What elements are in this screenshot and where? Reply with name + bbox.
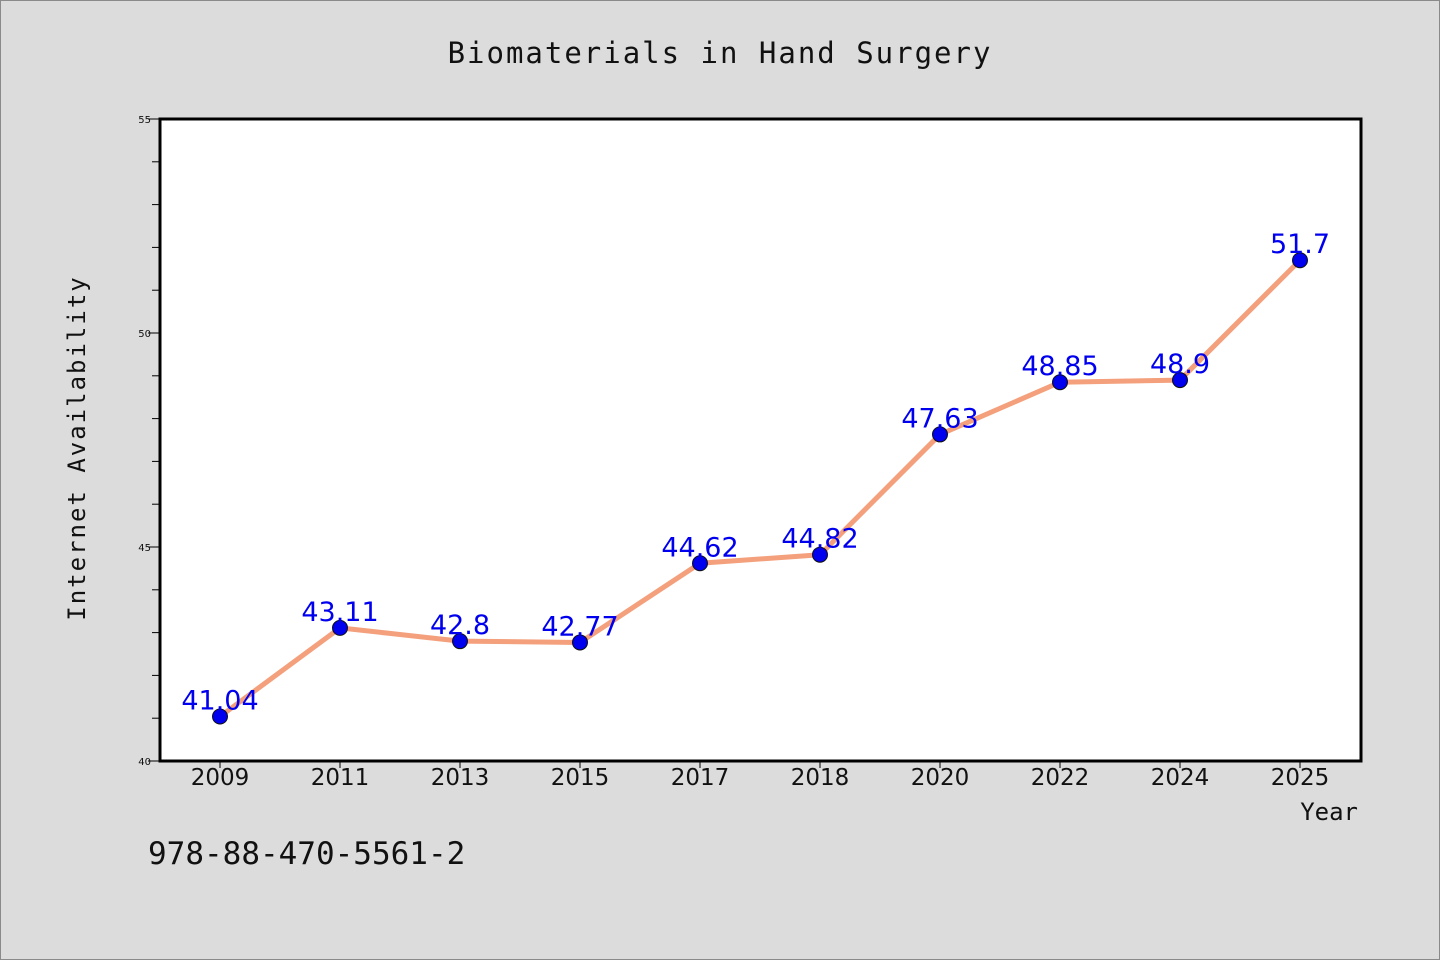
- data-point-marker: [932, 426, 948, 443]
- data-point-marker: [452, 633, 468, 650]
- y-tick-label: 50: [138, 329, 151, 340]
- data-point-marker: [1292, 252, 1308, 269]
- y-tick-label: 55: [138, 115, 151, 126]
- y-tick-label: 45: [138, 543, 151, 554]
- x-tick-label: 2024: [1151, 765, 1210, 791]
- x-tick-label: 2020: [911, 765, 970, 791]
- data-point-label: 42.77: [541, 611, 618, 642]
- data-point-label: 42.8: [430, 610, 490, 641]
- x-tick-label: 2015: [551, 765, 610, 791]
- series-line: [217, 257, 1303, 719]
- x-tick-label: 2025: [1271, 765, 1330, 791]
- data-point-marker: [1052, 374, 1068, 391]
- data-series: [212, 252, 1308, 725]
- data-labels: 41.04 43.11 42.8 42.77 44.62 44.82 47.63 48.85 4…: [181, 229, 1330, 716]
- y-axis-label: Internet Availability: [63, 275, 91, 620]
- chart-title: Biomaterials in Hand Surgery: [448, 36, 993, 70]
- data-point-label: 51.7: [1270, 229, 1330, 260]
- data-point-label: 48.9: [1150, 349, 1210, 380]
- x-tick-label: 2022: [1031, 765, 1090, 791]
- footer-id-text: 978-88-470-5561-2: [148, 836, 465, 872]
- data-point-label: 47.63: [901, 403, 978, 434]
- plot-area: [158, 117, 1363, 763]
- x-tick-label: 2009: [191, 765, 250, 791]
- x-axis: 2009 2011 2013 2015 2017 2018 2020 2022 2024 2025: [191, 761, 1330, 791]
- x-tick-label: 2011: [311, 765, 370, 791]
- data-point-label: 44.82: [781, 524, 858, 555]
- data-point-label: 44.62: [661, 532, 738, 563]
- x-tick-label: 2017: [671, 765, 730, 791]
- data-point-label: 41.04: [181, 685, 258, 716]
- data-point-label: 48.85: [1021, 351, 1098, 382]
- y-tick-label: 40: [138, 757, 151, 768]
- data-point-marker: [332, 619, 348, 636]
- data-point-marker: [1172, 372, 1188, 389]
- data-point-marker: [812, 546, 828, 563]
- x-tick-label: 2013: [431, 765, 490, 791]
- data-point-label: 43.11: [301, 597, 378, 628]
- y-axis: 40 45 50 55: [138, 115, 160, 768]
- data-point-marker: [572, 634, 588, 651]
- x-tick-label: 2018: [791, 765, 850, 791]
- data-point-marker: [212, 708, 228, 725]
- data-point-marker: [692, 555, 708, 572]
- x-axis-label: Year: [1300, 798, 1358, 826]
